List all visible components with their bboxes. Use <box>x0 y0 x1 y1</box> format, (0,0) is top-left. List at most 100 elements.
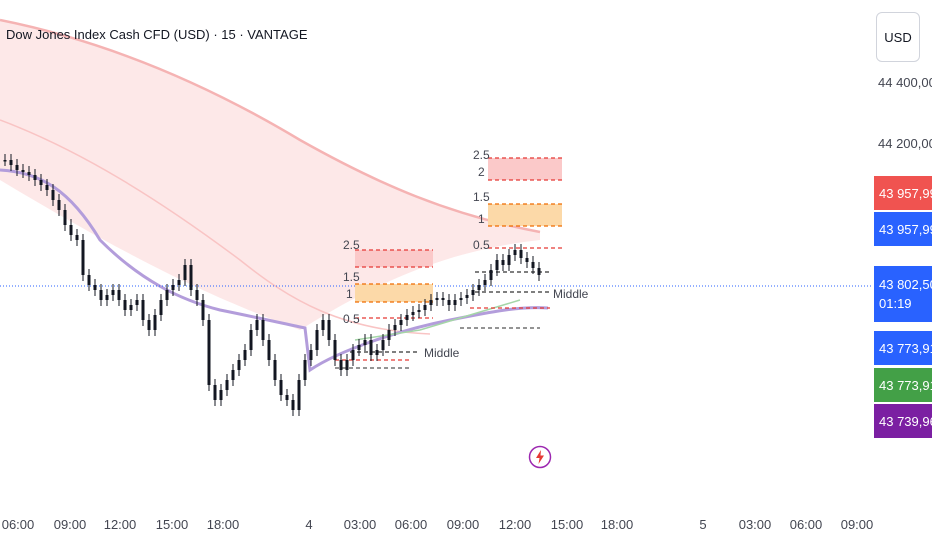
target-zone-red <box>488 158 562 180</box>
candle-body <box>447 300 451 305</box>
candle-body <box>237 360 241 370</box>
candle-body <box>453 300 457 305</box>
time-tick: 4 <box>305 517 313 532</box>
time-tick: 06:00 <box>1 517 35 532</box>
candle-body <box>423 305 427 310</box>
candle-body <box>435 298 439 300</box>
candle-body <box>93 285 97 290</box>
candle-body <box>99 290 103 300</box>
candle-body <box>483 280 487 285</box>
ma-band-upper <box>0 18 541 234</box>
time-tick: 03:00 <box>343 517 377 532</box>
candle-body <box>357 345 361 350</box>
candle-body <box>375 350 379 355</box>
candle-body <box>501 260 505 265</box>
price-tick: 44 200,00 <box>878 136 932 151</box>
price-chart[interactable] <box>0 0 872 505</box>
candle-body <box>213 385 217 400</box>
candle-body <box>33 175 37 180</box>
time-tick: 12:00 <box>103 517 137 532</box>
candle-body <box>153 315 157 330</box>
price-tag-purple: 43 739,96 <box>874 404 932 438</box>
candle-body <box>111 290 115 295</box>
target-zone-orange <box>488 204 562 226</box>
level-label: 1 <box>346 287 353 301</box>
candle-body <box>507 255 511 265</box>
time-tick: 18:00 <box>206 517 240 532</box>
candle-body <box>267 340 271 360</box>
time-tick: 12:00 <box>498 517 532 532</box>
candle-body <box>129 305 133 310</box>
candle-body <box>165 290 169 300</box>
time-tick: 06:00 <box>789 517 823 532</box>
candle-body <box>411 312 415 315</box>
ma-band-lower <box>0 119 431 335</box>
candle-body <box>201 300 205 320</box>
price-tag-red: 43 957,99 <box>874 176 932 210</box>
candle-body <box>393 325 397 330</box>
target-zone-red <box>355 250 433 267</box>
candle-body <box>537 268 541 275</box>
level-label: Middle <box>553 287 589 301</box>
candle-body <box>399 320 403 325</box>
candle-body <box>405 315 409 320</box>
candle-body <box>3 160 7 162</box>
time-tick: 18:00 <box>600 517 634 532</box>
price-tag-blue: 43 957,99 <box>874 212 932 246</box>
candle-body <box>291 400 295 410</box>
candle-body <box>315 330 319 350</box>
candle-body <box>177 280 181 285</box>
candle-body <box>249 330 253 350</box>
candle-body <box>75 235 79 240</box>
time-tick: 5 <box>699 517 707 532</box>
level-label: 0.5 <box>473 238 490 252</box>
candle-body <box>39 180 43 185</box>
time-tick: 09:00 <box>446 517 480 532</box>
candle-body <box>21 170 25 172</box>
candle-body <box>339 360 343 370</box>
candle-body <box>477 285 481 290</box>
lightning-icon[interactable] <box>528 445 552 469</box>
candle-body <box>279 380 283 395</box>
candle-body <box>189 265 193 290</box>
candle-body <box>231 370 235 380</box>
candle-body <box>363 340 367 345</box>
candle-body <box>495 260 499 270</box>
candle-body <box>417 310 421 312</box>
chart-canvas[interactable] <box>0 0 872 505</box>
price-tick: 44 400,00 <box>878 75 932 90</box>
time-axis[interactable]: 06:00 09:00 12:00 15:00 18:00 4 03:00 06… <box>0 505 932 550</box>
time-tick: 06:00 <box>394 517 428 532</box>
candle-body <box>333 340 337 360</box>
candle-body <box>471 290 475 295</box>
candle-body <box>219 390 223 400</box>
time-tick: 15:00 <box>155 517 189 532</box>
candle-body <box>45 185 49 190</box>
currency-button[interactable]: USD <box>876 12 920 62</box>
candle-body <box>531 262 535 268</box>
candle-body <box>183 265 187 280</box>
last-price-value: 43 802,50 <box>879 277 932 292</box>
candle-body <box>123 300 127 310</box>
level-label: 1 <box>478 212 485 226</box>
candle-body <box>441 298 445 300</box>
ma-band-fill <box>0 20 540 330</box>
candle-body <box>309 350 313 360</box>
moving-average-line <box>0 168 549 373</box>
price-tag-green: 43 773,91 <box>874 368 932 402</box>
candle-body <box>63 210 67 225</box>
candle-body <box>327 320 331 340</box>
candle-body <box>285 395 289 400</box>
time-tick: 15:00 <box>550 517 584 532</box>
candle-body <box>459 298 463 300</box>
candle-body <box>9 160 13 165</box>
candle-body <box>345 360 349 370</box>
candle-body <box>243 350 247 360</box>
candle-body <box>513 250 517 255</box>
price-tag-blue-2: 43 773,91 <box>874 331 932 365</box>
candle-body <box>117 290 121 300</box>
candle-body <box>519 250 523 258</box>
candle-body <box>87 275 91 285</box>
level-label: 0.5 <box>343 312 360 326</box>
symbol-title[interactable]: Dow Jones Index Cash CFD (USD) · 15 · VA… <box>6 27 308 42</box>
